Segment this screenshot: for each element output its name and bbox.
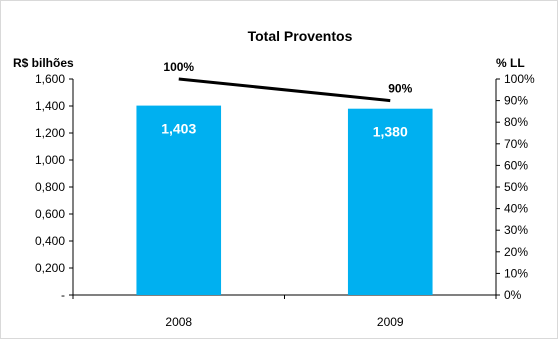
x-tick-label: 2008 [165, 315, 192, 329]
y-left-tick-label: 0,600 [35, 207, 65, 221]
x-tick-label: 2009 [377, 315, 404, 329]
y-right-tick-label: 70% [504, 137, 528, 151]
y-right-tick-label: 0% [504, 288, 522, 302]
bar [347, 108, 433, 295]
chart-title: Total Proventos [248, 28, 353, 44]
y-right-tick-label: 80% [504, 115, 528, 129]
y-left-tick-label: 1,600 [35, 72, 65, 86]
y-left-tick-label: 0,200 [35, 261, 65, 275]
y-right-tick-label: 10% [504, 266, 528, 280]
y-right-tick-label: 30% [504, 223, 528, 237]
y-left-tick-label: 1,400 [35, 99, 65, 113]
y-left-tick-label: 1,000 [35, 153, 65, 167]
y-left-tick-label: 1,200 [35, 126, 65, 140]
y-axis-right-label: % LL [496, 56, 525, 70]
y-left-tick-label: 0,800 [35, 180, 65, 194]
y-right-tick-label: 40% [504, 202, 528, 216]
line-data-label: 100% [163, 60, 194, 74]
y-right-tick-label: 90% [504, 94, 528, 108]
payout-line [178, 77, 391, 103]
bar-data-label: 1,380 [373, 124, 408, 140]
line-data-label: 90% [388, 82, 412, 96]
bar [136, 105, 222, 295]
y-right-tick-label: 100% [504, 72, 535, 86]
y-left-tick-label: - [61, 288, 65, 302]
y-right-tick-label: 20% [504, 245, 528, 259]
y-axis-left-label: R$ bilhões [13, 56, 74, 70]
y-right-tick-label: 50% [504, 180, 528, 194]
y-left-tick-label: 0,400 [35, 234, 65, 248]
y-right-tick-label: 60% [504, 158, 528, 172]
bar-data-label: 1,403 [161, 121, 196, 137]
